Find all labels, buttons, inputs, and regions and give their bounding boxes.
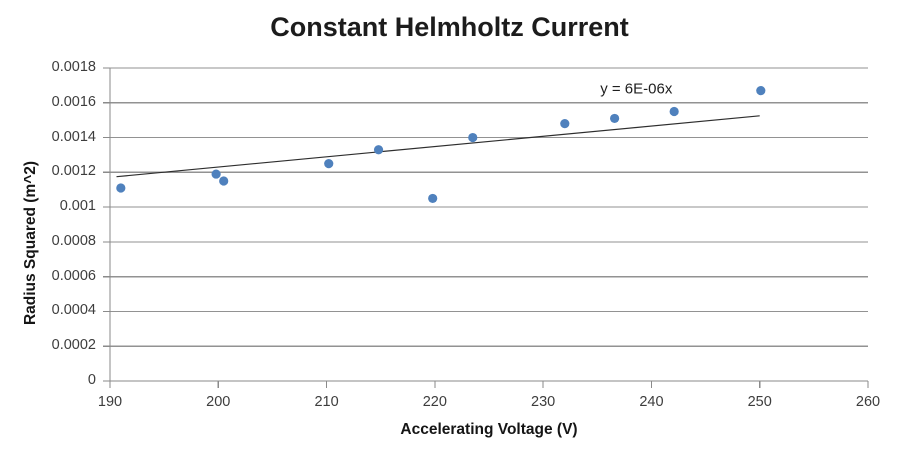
x-tick-label: 220	[422, 394, 447, 410]
data-point	[324, 159, 334, 169]
y-tick-label: 0	[87, 372, 96, 388]
chart-title: Constant Helmholtz Current	[270, 12, 629, 42]
y-tick-label: 0.0016	[51, 93, 96, 110]
x-tick-label: 260	[855, 394, 881, 410]
x-tick-label: 210	[314, 394, 339, 410]
y-tick-label: 0.0014	[51, 128, 96, 145]
y-tick-label: 0.0006	[51, 267, 96, 284]
data-point	[116, 183, 126, 193]
x-tick-label: 190	[97, 394, 123, 410]
y-tick-label: 0.0004	[51, 302, 96, 319]
x-tick-label: 240	[639, 394, 664, 410]
y-tick-label: 0.0012	[51, 163, 96, 180]
x-axis-title: Accelerating Voltage (V)	[400, 421, 578, 438]
y-tick-label: 0.0002	[51, 337, 96, 354]
y-tick-label: 0.0018	[51, 59, 96, 75]
data-point	[560, 119, 570, 129]
x-tick-label: 200	[206, 394, 231, 410]
data-point	[468, 132, 478, 143]
data-point	[373, 145, 384, 155]
data-point	[669, 106, 679, 117]
data-point	[211, 169, 221, 179]
trendline-equation-label: y = 6E-06x	[600, 80, 673, 98]
y-tick-label: 0.001	[59, 198, 96, 215]
data-point	[610, 113, 620, 124]
x-tick-label: 250	[747, 394, 772, 410]
data-point	[219, 176, 229, 186]
data-point	[428, 193, 438, 204]
data-point	[756, 86, 766, 96]
x-tick-label: 230	[531, 394, 556, 410]
trendline	[116, 115, 760, 178]
y-tick-label: 0.0008	[51, 232, 96, 249]
